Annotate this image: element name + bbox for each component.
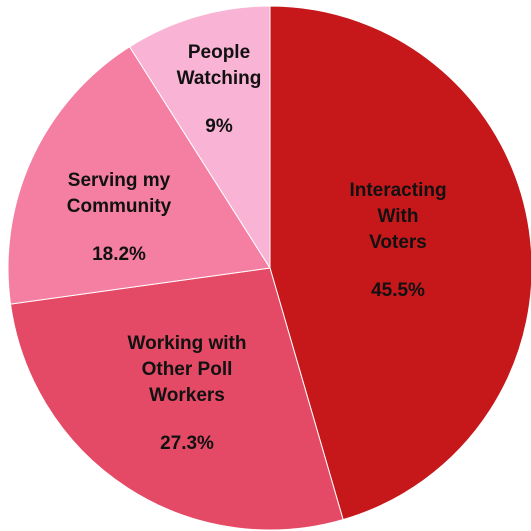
slice-label-line: Watching xyxy=(177,68,262,89)
pie-slice-4 xyxy=(128,5,271,270)
slice-label-line: Interacting xyxy=(349,180,446,201)
pie-slice-3 xyxy=(7,46,271,305)
slice-label-line: People xyxy=(188,42,250,63)
pie-labels: Interacting With Voters 45.5% Working with Ot… xyxy=(67,42,447,454)
slice-label-line: Workers xyxy=(149,385,225,406)
slice-value-label: 45.5% xyxy=(371,280,425,301)
slice-label-line: Other Poll xyxy=(142,359,233,380)
slice-label-line: Working with xyxy=(128,333,247,354)
pie-slices xyxy=(7,5,531,531)
slice-label-line: Community xyxy=(67,196,172,217)
slice-label-line: Serving my xyxy=(68,170,171,191)
slice-value-label: 18.2% xyxy=(92,244,146,265)
slice-label-line: With xyxy=(378,206,419,227)
slice-value-label: 9% xyxy=(205,116,233,137)
slice-value-label: 27.3% xyxy=(160,433,214,454)
pie-slice-1 xyxy=(269,5,531,521)
slice-label-line: Voters xyxy=(369,232,427,253)
pie-slice-2 xyxy=(9,267,344,531)
